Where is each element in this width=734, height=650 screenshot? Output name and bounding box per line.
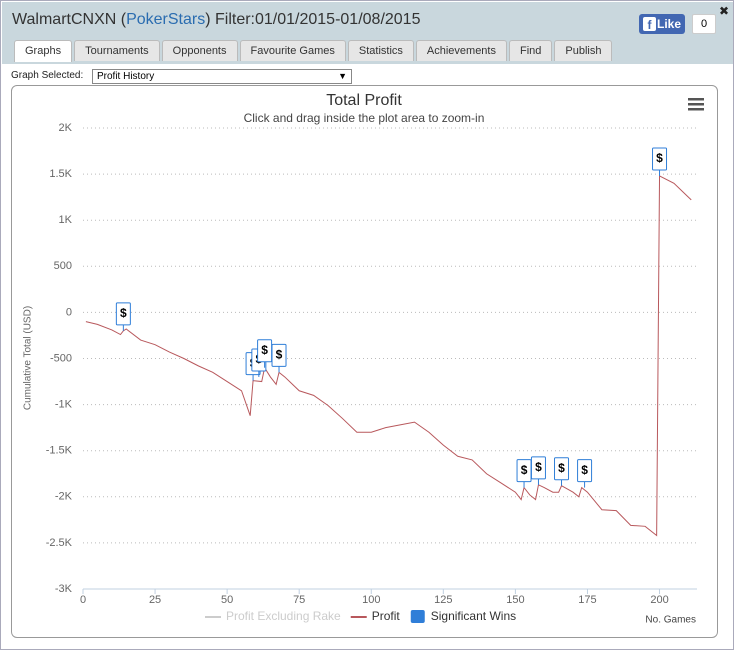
flag-label: $ <box>535 460 542 474</box>
flag-box <box>652 147 668 171</box>
x-tick-label: 25 <box>149 594 161 606</box>
x-tick-label: 50 <box>221 594 233 606</box>
tab[interactable]: Graphs <box>14 40 73 62</box>
y-tick-label: -1K <box>55 399 73 411</box>
y-tick-label: -500 <box>50 352 72 364</box>
tab[interactable]: Opponents <box>161 40 238 61</box>
flag-label: $ <box>581 463 588 477</box>
y-tick-label: -2K <box>55 491 73 503</box>
site-link[interactable]: PokerStars <box>126 11 206 28</box>
tab[interactable]: Favourite Games <box>239 40 346 61</box>
y-tick-label: 1K <box>59 214 73 226</box>
x-axis-title: No. Games <box>645 615 696 626</box>
chart-title: Total Profit <box>326 92 402 109</box>
flag-label: $ <box>261 343 268 357</box>
flag-box <box>115 302 131 326</box>
title-suffix: ) Filter:01/01/2015-01/08/2015 <box>205 11 421 28</box>
flag-label: $ <box>656 151 663 165</box>
graph-selector-label: Graph Selected: <box>11 70 84 81</box>
x-tick-label: 75 <box>293 594 305 606</box>
x-tick-label: 175 <box>578 594 596 606</box>
tab-bar: Graphs Tournaments Opponents Favourite Game… <box>14 40 613 62</box>
tab[interactable]: Statistics <box>347 40 414 61</box>
win-flag: $ <box>257 339 273 368</box>
win-flag: $ <box>115 302 131 331</box>
flag-label: $ <box>558 461 565 475</box>
legend-label: Profit Excluding Rake <box>226 609 341 623</box>
like-button[interactable]: Like <box>639 14 685 34</box>
win-flag: $ <box>652 147 668 176</box>
window-title: WalmartCNXN (PokerStars) Filter:01/01/20… <box>12 11 420 29</box>
x-tick-label: 125 <box>434 594 452 606</box>
flag-label: $ <box>276 348 283 362</box>
legend-item[interactable]: Profit <box>350 609 401 623</box>
win-flag: $ <box>530 456 546 485</box>
flag-box <box>530 456 546 480</box>
close-button[interactable]: ✖ <box>719 4 730 18</box>
graph-selector[interactable]: Profit History <box>92 69 352 84</box>
y-tick-label: 0 <box>66 306 72 318</box>
y-tick-label: 1.5K <box>49 168 72 180</box>
header: WalmartCNXN (PokerStars) Filter:01/01/20… <box>2 2 733 64</box>
y-tick-label: -3K <box>55 583 73 595</box>
y-tick-label: -1.5K <box>46 445 73 457</box>
x-tick-label: 150 <box>506 594 524 606</box>
win-flag: $ <box>271 343 287 373</box>
tab[interactable]: Publish <box>554 40 613 61</box>
flag-label: $ <box>521 463 528 477</box>
x-tick-label: 200 <box>650 594 668 606</box>
like-count: 0 <box>692 14 716 34</box>
legend-label: Profit <box>372 609 401 623</box>
flag-box <box>271 343 287 367</box>
flag-box <box>577 459 593 483</box>
y-tick-label: 500 <box>54 260 72 272</box>
tab[interactable]: Find <box>508 40 553 61</box>
legend-label: Significant Wins <box>431 609 516 623</box>
flag-box <box>554 457 570 481</box>
chart-container <box>11 85 718 638</box>
flag-label: $ <box>120 306 127 320</box>
chart-subtitle: Click and drag inside the plot area to z… <box>244 111 485 125</box>
profit-line <box>85 175 692 537</box>
x-tick-label: 100 <box>362 594 380 606</box>
legend-swatch <box>410 610 425 623</box>
y-axis-title: Cumulative Total (USD) <box>23 306 34 410</box>
win-flag: $ <box>577 459 593 488</box>
y-tick-label: -2.5K <box>46 537 73 549</box>
tab[interactable]: Tournaments <box>74 40 160 61</box>
x-tick-label: 0 <box>80 594 86 606</box>
title-prefix: WalmartCNXN ( <box>12 11 127 28</box>
y-tick-label: 2K <box>59 122 73 134</box>
legend-item[interactable]: Profit Excluding Rake <box>205 609 341 623</box>
tab[interactable]: Achievements <box>415 40 507 61</box>
win-flag: $ <box>516 459 532 488</box>
menu-button[interactable] <box>688 98 704 111</box>
legend-item[interactable]: Significant Wins <box>410 609 516 623</box>
win-flag: $ <box>554 457 570 486</box>
